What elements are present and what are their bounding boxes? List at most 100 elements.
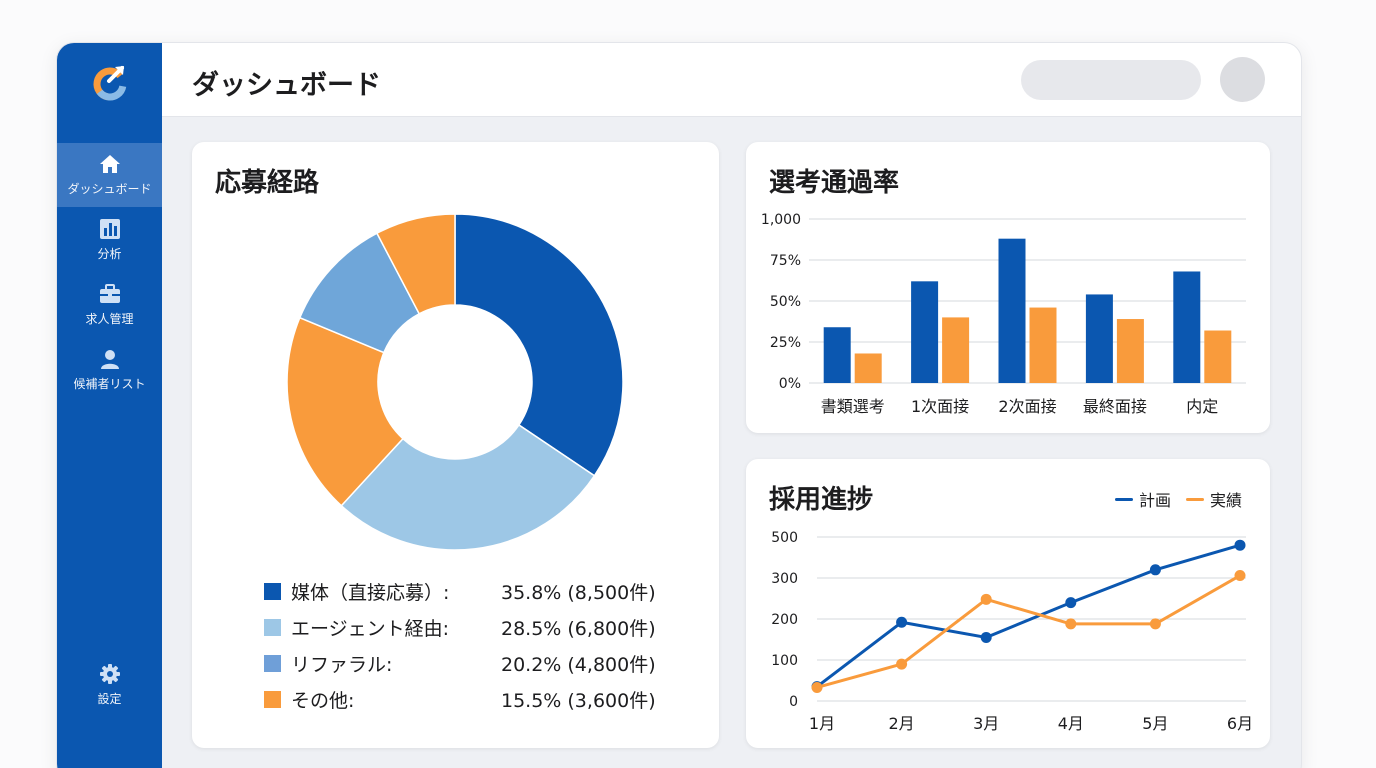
bar[interactable]: [998, 238, 1026, 383]
y-tick-label: 0%: [779, 376, 801, 392]
data-point[interactable]: [980, 631, 992, 643]
series-line: [816, 543, 1241, 688]
legend-value: 15.5% (3,600件): [501, 689, 656, 712]
data-point[interactable]: [1065, 618, 1077, 630]
x-tick-label: 4月: [1058, 714, 1084, 733]
top-bar: ダッシュボード: [162, 43, 1301, 117]
legend-value: 28.5% (6,800件): [501, 617, 656, 640]
legend-swatch: [264, 618, 281, 636]
y-tick-label: 75%: [770, 253, 801, 269]
card-title: 応募経路: [215, 168, 320, 198]
legend-swatch: [264, 654, 281, 672]
sidebar-item-candidates[interactable]: 候補者リスト: [57, 338, 162, 402]
series-line: [816, 574, 1241, 689]
bar[interactable]: [1029, 307, 1057, 383]
legend-swatch: [264, 582, 281, 600]
pass-rate-card: 選考通過率 0% 25% 50% 75% 1,000 書類選考 1次面接 2次面接 最終面接 内定: [746, 142, 1270, 433]
sidebar-item-label: 分析: [97, 247, 122, 261]
y-tick-label: 100: [771, 653, 798, 669]
sidebar: ダッシュボード 分析 求人管理 候: [57, 43, 162, 768]
bar[interactable]: [1116, 319, 1144, 383]
x-tick-label: 2月: [889, 714, 915, 733]
donut-slice[interactable]: [340, 423, 596, 551]
x-tick-label: 1月: [809, 714, 835, 733]
legend-label: 計画: [1139, 491, 1172, 510]
data-point[interactable]: [1234, 539, 1246, 551]
bar[interactable]: [911, 281, 939, 383]
data-point[interactable]: [811, 681, 823, 693]
gear-icon: [99, 664, 120, 684]
y-tick-label: 50%: [770, 294, 801, 310]
user-icon: [100, 350, 119, 369]
x-tick-label: 書類選考: [821, 397, 885, 416]
app-window: ダッシュボード 分析 求人管理 候: [56, 42, 1302, 768]
x-tick-label: 内定: [1186, 397, 1218, 416]
x-tick-label: 6月: [1227, 714, 1253, 733]
legend-line: [1186, 497, 1204, 501]
sidebar-item-dashboard[interactable]: ダッシュボード: [57, 143, 162, 207]
legend-line: [1115, 497, 1133, 501]
bar[interactable]: [942, 317, 970, 383]
data-point[interactable]: [1065, 597, 1077, 609]
bar[interactable]: [854, 353, 882, 383]
x-tick-label: 1次面接: [911, 397, 969, 416]
bar-chart-icon: [99, 219, 120, 239]
y-tick-label: 300: [771, 571, 798, 587]
sidebar-item-label: ダッシュボード: [67, 182, 152, 196]
bar[interactable]: [1085, 294, 1113, 383]
legend-label: 実績: [1210, 491, 1243, 510]
x-tick-label: 最終面接: [1083, 397, 1147, 416]
legend-value: 35.8% (8,500件): [501, 581, 656, 604]
bar[interactable]: [823, 327, 851, 383]
card-title: 採用進捗: [769, 485, 874, 515]
y-tick-label: 200: [771, 612, 798, 628]
legend-item-agent: エージェント経由: 28.5% (6,800件): [264, 614, 656, 640]
legend-value: 20.2% (4,800件): [501, 653, 656, 676]
x-tick-label: 2次面接: [998, 397, 1056, 416]
data-point[interactable]: [1149, 618, 1161, 630]
data-point[interactable]: [1234, 570, 1246, 582]
logo-icon[interactable]: [89, 61, 131, 103]
y-tick-label: 25%: [770, 335, 801, 351]
x-tick-label: 3月: [973, 714, 999, 733]
donut-chart: [286, 213, 624, 551]
sidebar-item-label: 求人管理: [85, 312, 134, 326]
sidebar-item-label: 候補者リスト: [73, 377, 146, 391]
bar[interactable]: [1173, 271, 1201, 383]
legend-item-plan: 計画: [1115, 487, 1171, 511]
data-point[interactable]: [896, 658, 908, 670]
data-point[interactable]: [980, 593, 992, 605]
sidebar-item-analytics[interactable]: 分析: [57, 208, 162, 272]
legend-item-referral: リファラル: 20.2% (4,800件): [264, 650, 656, 676]
source-card: 応募経路 媒体（直接応募）: 35.8% (8,500件) エージェント経由: …: [192, 142, 719, 748]
legend-item-media: 媒体（直接応募）: 35.8% (8,500件): [264, 578, 656, 604]
donut-slice[interactable]: [454, 213, 624, 477]
avatar[interactable]: [1220, 57, 1265, 102]
legend-label: リファラル:: [291, 653, 393, 676]
data-point[interactable]: [1149, 564, 1161, 576]
bar-chart: 0% 25% 50% 75% 1,000 書類選考 1次面接 2次面接 最終面接 内定: [761, 212, 1246, 416]
home-icon: [99, 155, 120, 173]
bar[interactable]: [1204, 330, 1232, 383]
card-title: 選考通過率: [769, 168, 900, 198]
legend-swatch: [264, 690, 281, 708]
page-title: ダッシュボード: [192, 70, 381, 101]
legend-label: その他:: [291, 689, 355, 712]
search-input[interactable]: [1021, 60, 1201, 100]
line-chart: 0 100 200 300 500 1月 2月 3月 4月 5月 6月: [771, 530, 1253, 733]
legend-label: エージェント経由:: [291, 617, 450, 640]
legend-item-other: その他: 15.5% (3,600件): [264, 686, 656, 712]
sidebar-item-settings[interactable]: 設定: [57, 653, 162, 717]
donut-slice[interactable]: [375, 213, 456, 315]
data-point[interactable]: [896, 616, 908, 628]
y-tick-label: 1,000: [761, 212, 801, 228]
y-tick-label: 500: [771, 530, 798, 546]
y-tick-label: 0: [789, 694, 798, 710]
sidebar-item-jobs[interactable]: 求人管理: [57, 273, 162, 337]
legend-label: 媒体（直接応募）:: [291, 581, 450, 604]
sidebar-item-label: 設定: [97, 692, 122, 706]
progress-card: 採用進捗 計画 実績 0 100 200 300 500 1月 2月 3月 4月 5月 6月: [746, 459, 1270, 748]
donut-slice[interactable]: [286, 316, 404, 507]
x-tick-label: 5月: [1142, 714, 1168, 733]
briefcase-icon: [99, 284, 120, 303]
